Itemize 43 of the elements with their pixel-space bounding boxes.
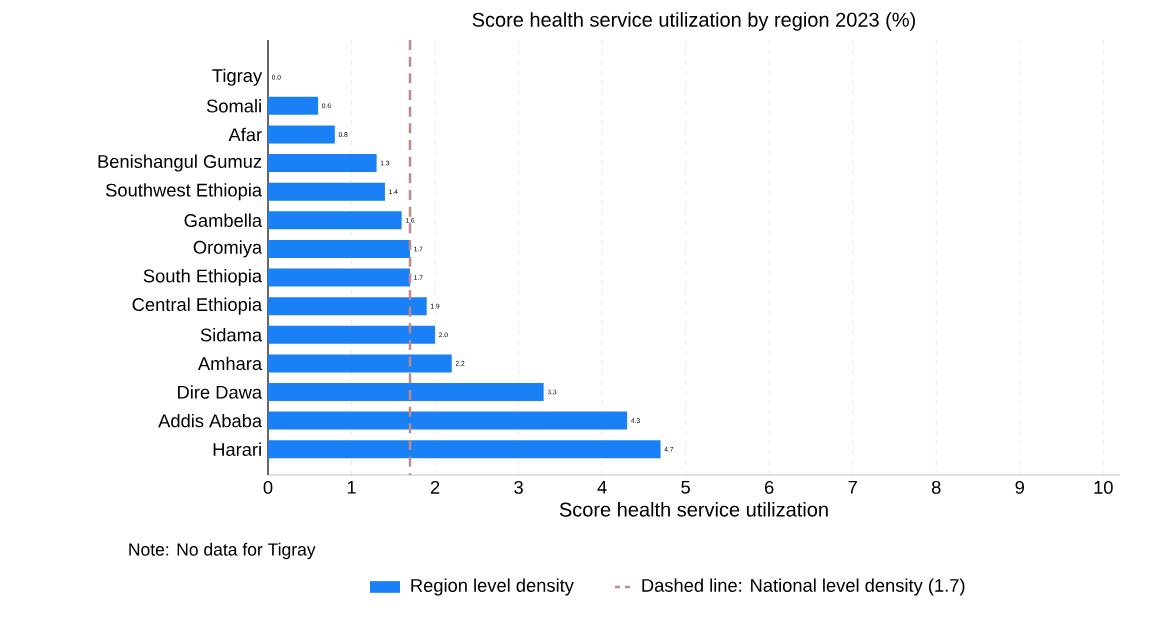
bar [268, 383, 544, 401]
bar [268, 268, 410, 287]
x-tick-label: 5 [681, 480, 690, 494]
bar [268, 411, 628, 430]
x-tick-label: 1 [347, 480, 356, 494]
y-tick-label: Amhara [197, 356, 263, 371]
y-tick-label: Gambella [184, 213, 263, 228]
x-tick-label: 6 [765, 480, 774, 494]
bar [268, 325, 436, 344]
y-tick-label: Somali [206, 99, 261, 113]
bar [268, 239, 410, 258]
bar [268, 354, 452, 373]
y-tick-label: Harari [213, 442, 261, 456]
y-tick-label: Southwest Ethiopia [106, 183, 263, 201]
legend-label: Dashed line: National level density (1.7) [642, 578, 965, 596]
y-tick-label: Central Ethiopia [132, 297, 263, 315]
y-tick-label: Tigray [212, 68, 263, 86]
y-tick-label: Benishangul Gumuz [98, 154, 262, 172]
x-tick-label: 10 [1094, 480, 1113, 494]
y-tick-label: Afar [228, 127, 262, 142]
bar [268, 182, 385, 201]
bar [268, 440, 661, 459]
y-tick-label: South Ethiopia [143, 268, 263, 287]
x-tick-label: 9 [1015, 480, 1024, 494]
x-tick-label: 3 [514, 480, 523, 494]
bar [268, 211, 402, 230]
x-tick-label: 4 [597, 480, 607, 494]
bar [268, 154, 377, 173]
y-tick-label: Dire Dawa [178, 385, 263, 399]
bar [268, 297, 427, 316]
y-tick-label: Oromiya [193, 240, 263, 258]
legend-label: Region level density [411, 578, 574, 596]
bar [268, 96, 319, 115]
x-tick-label: 2 [430, 480, 440, 494]
y-tick-label: Addis Ababa [158, 413, 263, 428]
text: Note: No data for Tigray [129, 542, 316, 560]
x-tick-label: 8 [931, 480, 941, 494]
bar [268, 125, 335, 144]
chart-title: Score health service utilization by region 2023 (%) [472, 12, 915, 31]
x-tick-label: 7 [848, 480, 857, 494]
y-tick-label: Sidama [200, 328, 263, 342]
x-axis-title: Score health service utilization [559, 501, 828, 517]
x-tick-label: 0 [263, 480, 273, 494]
